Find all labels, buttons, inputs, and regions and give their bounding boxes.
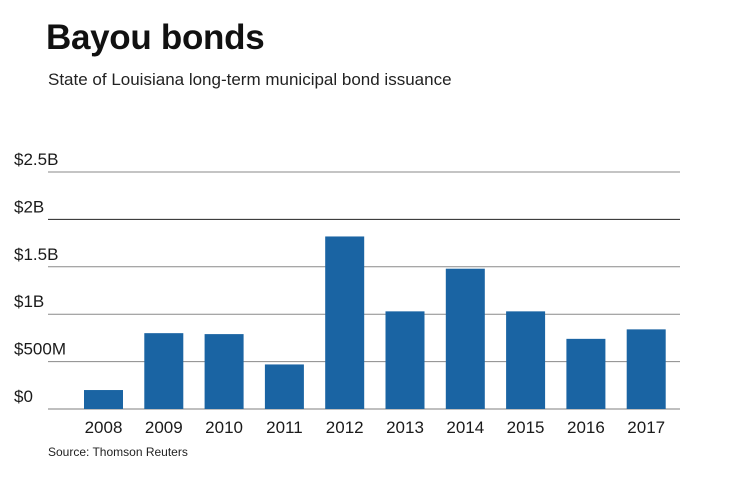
bar-2011 [264, 364, 304, 409]
x-tick-label: 2012 [326, 418, 364, 437]
bar-2017 [626, 329, 666, 409]
x-tick-label: 2017 [627, 418, 665, 437]
x-tick-label: 2015 [507, 418, 545, 437]
chart-title: Bayou bonds [46, 18, 265, 57]
source-note: Source: Thomson Reuters [48, 445, 188, 459]
x-tick-label: 2016 [567, 418, 605, 437]
x-tick-label: 2011 [266, 418, 303, 437]
y-tick-label: $1B [14, 292, 44, 311]
bar-2008 [84, 390, 123, 409]
y-tick-label: $2.5B [14, 150, 58, 169]
x-tick-label: 2010 [205, 418, 243, 437]
bar-2015 [506, 311, 546, 409]
x-tick-label: 2013 [386, 418, 424, 437]
bar-2010 [204, 334, 244, 409]
y-tick-label: $1.5B [14, 245, 58, 264]
bar-2016 [566, 338, 606, 409]
x-tick-label: 2008 [85, 418, 123, 437]
y-tick-label: $500M [14, 340, 66, 359]
y-tick-label: $0 [14, 387, 33, 406]
bar-2013 [385, 311, 425, 409]
y-tick-label: $2B [14, 197, 44, 216]
bar-2012 [325, 236, 365, 409]
bar-2014 [445, 268, 485, 409]
x-tick-label: 2014 [446, 418, 484, 437]
x-tick-label: 2009 [145, 418, 183, 437]
bar-2009 [144, 333, 184, 409]
chart-subtitle: State of Louisiana long-term municipal b… [48, 70, 452, 89]
